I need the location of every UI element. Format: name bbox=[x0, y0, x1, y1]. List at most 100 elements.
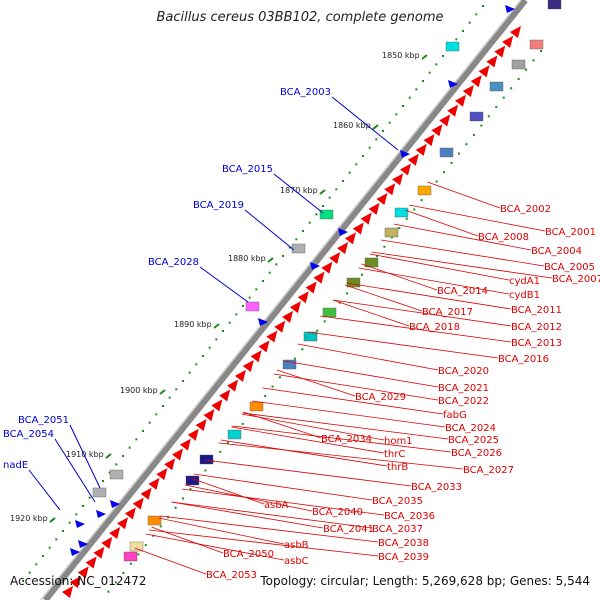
reverse-gene-arrow bbox=[313, 271, 325, 284]
reverse-gene-arrow bbox=[124, 507, 136, 520]
gene-label: asbB bbox=[284, 540, 309, 551]
gene-label: BCA_2005 bbox=[544, 262, 595, 273]
tick-mark bbox=[267, 257, 274, 263]
gene-label: BCA_2007 bbox=[552, 274, 600, 285]
gc-dot bbox=[428, 71, 431, 74]
reverse-gene-arrow bbox=[510, 26, 521, 38]
reverse-gene-arrow bbox=[502, 35, 514, 48]
gene-label: BCA_2017 bbox=[422, 307, 473, 318]
reverse-gene-arrow bbox=[415, 143, 427, 156]
gc-dot bbox=[335, 188, 338, 191]
gene-label: cydA1 bbox=[509, 276, 540, 287]
gene-label: BCA_2050 bbox=[223, 549, 274, 560]
reverse-gene-arrow bbox=[392, 173, 404, 186]
reverse-gene-arrow bbox=[172, 448, 184, 461]
gene-arrows bbox=[62, 5, 521, 598]
gc-dot bbox=[502, 96, 505, 99]
label-leader-line bbox=[184, 484, 313, 512]
gc-dot bbox=[159, 525, 162, 528]
feature-box bbox=[529, 39, 544, 50]
gc-dot bbox=[368, 146, 371, 149]
reverse-gene-arrow bbox=[266, 330, 278, 343]
gc-dot bbox=[323, 320, 326, 323]
gene-label: hom1 bbox=[384, 436, 413, 447]
gc-dot bbox=[405, 217, 408, 220]
gc-dot bbox=[188, 371, 191, 374]
reverse-gene-arrow bbox=[164, 458, 176, 471]
gc-dot bbox=[435, 180, 438, 183]
gc-dot bbox=[219, 450, 222, 453]
reverse-gene-arrow bbox=[109, 527, 121, 540]
gc-dot bbox=[35, 563, 38, 566]
gc-dot bbox=[442, 55, 444, 57]
label-leader-line bbox=[320, 315, 512, 343]
gene-label: BCA_2004 bbox=[531, 246, 582, 257]
genome-backbone bbox=[42, 0, 528, 600]
gene-label: BCA_2022 bbox=[438, 396, 489, 407]
reverse-gene-arrow bbox=[93, 546, 105, 559]
gc-dot bbox=[108, 471, 111, 474]
gc-dot bbox=[182, 380, 184, 382]
gc-dot bbox=[302, 230, 304, 232]
gc-dot bbox=[107, 590, 110, 593]
gene-label: BCA_2053 bbox=[206, 570, 257, 581]
label-leader-line bbox=[427, 181, 501, 209]
gc-dot bbox=[395, 113, 398, 116]
label-leader-line bbox=[393, 223, 532, 251]
label-leader-line bbox=[243, 411, 322, 439]
reverse-gene-arrow bbox=[447, 104, 459, 117]
gc-dot bbox=[348, 171, 351, 174]
reverse-gene-arrow bbox=[179, 438, 191, 451]
forward-gene-arrow bbox=[505, 5, 515, 13]
gene-label: BCA_2039 bbox=[378, 552, 429, 563]
gene-label: BCA_2037 bbox=[372, 524, 423, 535]
gene-label: BCA_2035 bbox=[372, 496, 423, 507]
genome-summary-text: Topology: circular; Length: 5,269,628 bp… bbox=[260, 574, 590, 588]
reverse-gene-arrow bbox=[384, 183, 396, 196]
tick-mark bbox=[49, 517, 56, 523]
forward-gene-arrow bbox=[448, 80, 458, 88]
gc-dot bbox=[62, 530, 64, 532]
feature-box bbox=[322, 307, 337, 318]
gc-dot bbox=[275, 263, 278, 266]
gc-dot bbox=[388, 121, 391, 124]
feature-box bbox=[439, 147, 454, 158]
feature-box bbox=[109, 469, 124, 480]
reverse-gene-arrow bbox=[407, 153, 419, 166]
gc-dot bbox=[241, 422, 244, 425]
reverse-gene-arrow bbox=[470, 75, 482, 88]
gc-dot bbox=[316, 329, 319, 332]
tick-mark bbox=[372, 124, 379, 130]
label-leader-line bbox=[204, 459, 412, 487]
feature-boxes bbox=[92, 0, 562, 562]
gene-label: BCA_2011 bbox=[511, 305, 562, 316]
gc-dot bbox=[328, 196, 331, 199]
feature-box bbox=[185, 475, 200, 486]
label-leader-line bbox=[284, 360, 439, 388]
label-leader-line bbox=[145, 533, 285, 561]
gc-dot bbox=[228, 321, 231, 324]
label-leader-line bbox=[242, 412, 449, 440]
label-leader-line bbox=[199, 266, 249, 303]
gc-dot bbox=[55, 538, 58, 541]
feature-box bbox=[92, 487, 107, 498]
gc-dot bbox=[235, 313, 238, 316]
gc-dot bbox=[361, 273, 364, 276]
reverse-gene-arrow bbox=[462, 84, 474, 97]
feature-box bbox=[227, 429, 242, 440]
gc-dot bbox=[144, 544, 147, 547]
gc-dot bbox=[222, 330, 224, 332]
label-leader-line bbox=[54, 438, 96, 503]
forward-gene-arrow bbox=[310, 262, 320, 270]
reverse-gene-arrow bbox=[399, 163, 411, 176]
gc-dot bbox=[122, 455, 124, 457]
gene-label: BCA_2029 bbox=[355, 392, 406, 403]
gene-label: BCA_2019 bbox=[193, 200, 244, 211]
label-leader-line bbox=[273, 373, 439, 401]
gene-label: BCA_2041 bbox=[323, 524, 374, 535]
gc-dot bbox=[443, 171, 446, 174]
gc-dot bbox=[82, 505, 84, 507]
gc-dot bbox=[487, 115, 490, 118]
gene-label: BCA_2028 bbox=[148, 257, 199, 268]
